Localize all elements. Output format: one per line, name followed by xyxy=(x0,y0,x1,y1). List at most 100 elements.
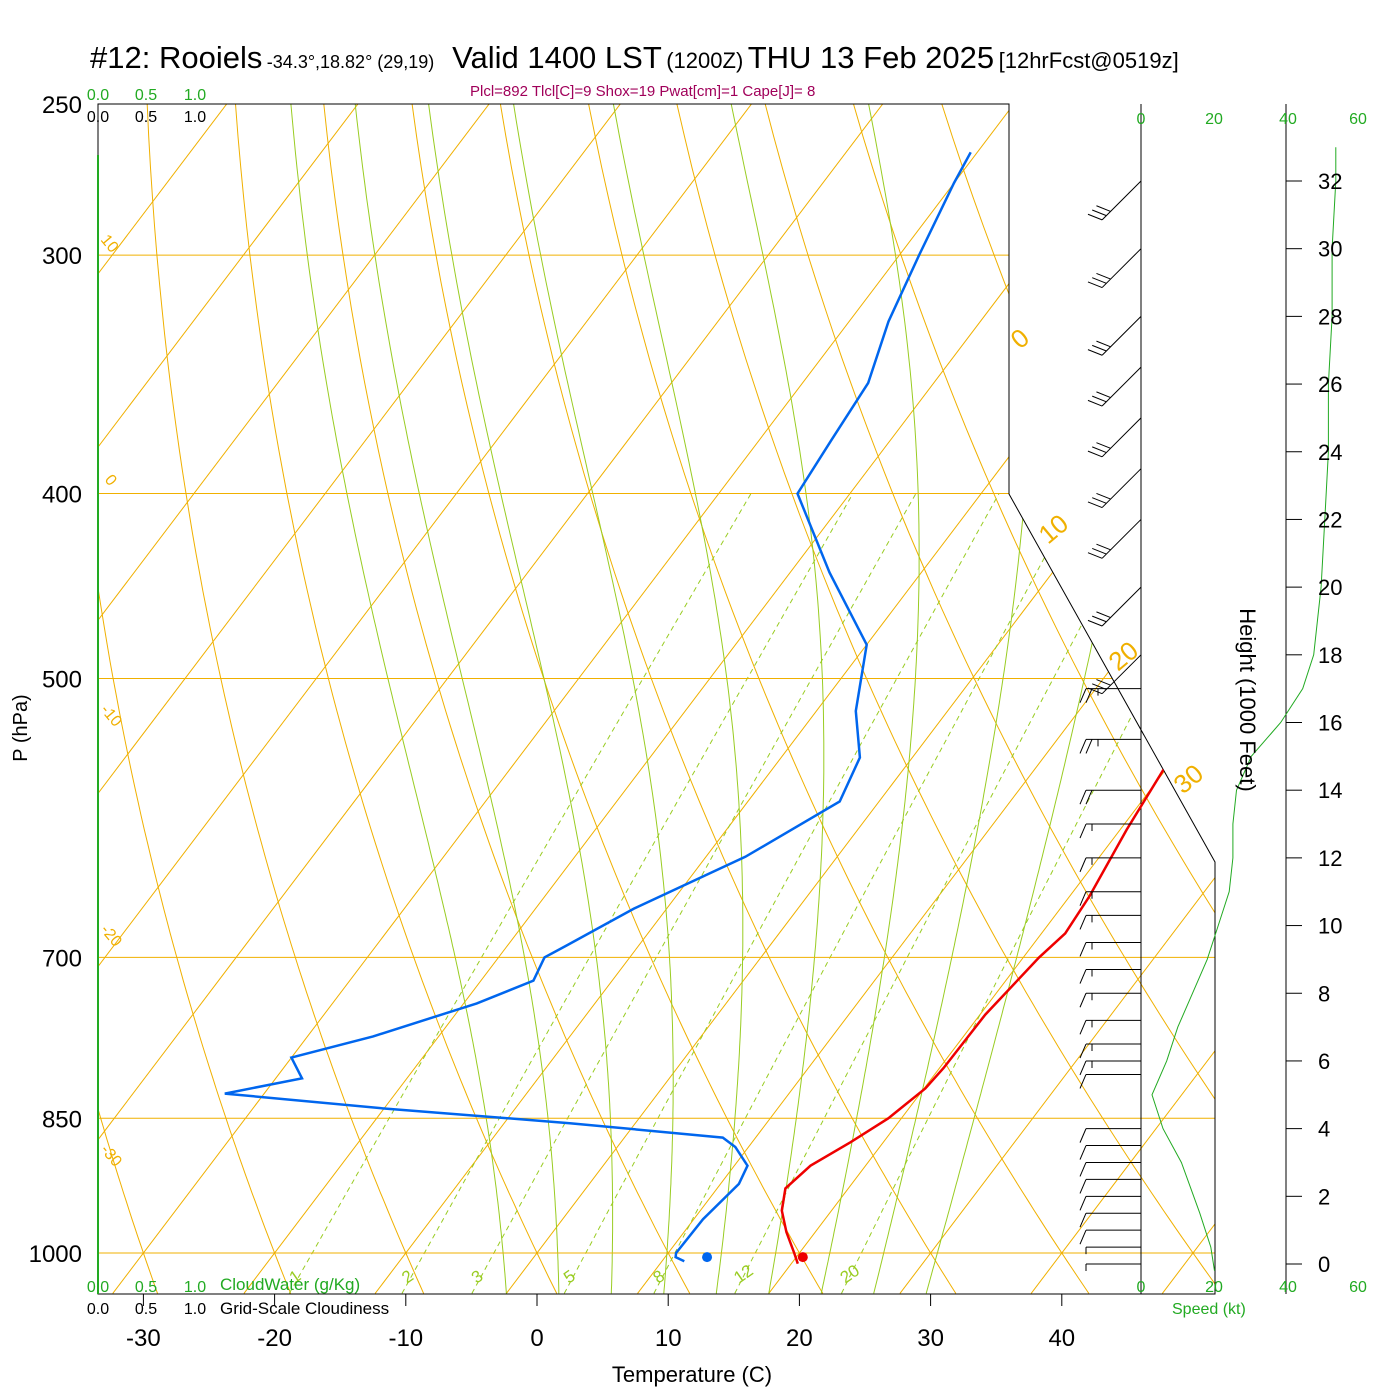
height-tick-label: 14 xyxy=(1318,778,1342,803)
wind-barb xyxy=(1079,1073,1141,1089)
isotherm-line xyxy=(505,104,1215,1294)
dry-adiabat-line xyxy=(834,104,1215,1294)
wind-barb-feather xyxy=(1079,739,1087,754)
height-tick-label: 12 xyxy=(1318,846,1342,871)
pressure-tick-label: 1000 xyxy=(29,1241,82,1268)
isotherm-line xyxy=(112,104,1067,1294)
isotherm-line xyxy=(768,104,1215,1294)
height-tick-label: 0 xyxy=(1318,1252,1330,1277)
mixing-ratio-line xyxy=(734,493,1152,1294)
wind-barb xyxy=(1079,1043,1141,1059)
wind-barb-feather xyxy=(1092,446,1107,454)
mixing-ratio-line xyxy=(563,493,1000,1294)
height-tick-label: 30 xyxy=(1318,237,1342,262)
wind-barb-staff xyxy=(1101,519,1142,559)
moist-adiabat-line xyxy=(716,104,825,1294)
sounding-stats: Plcl=892 Tlcl[C]=9 Shox=19 Pwat[cm]=1 Ca… xyxy=(470,83,816,100)
wind-barb-feather xyxy=(1087,501,1103,509)
wind-barb-staff xyxy=(1101,468,1142,508)
speed-tick-label-bottom: 20 xyxy=(1205,1279,1223,1296)
cloudiness-tick-top: 0.5 xyxy=(135,109,157,126)
isotherm-line xyxy=(98,104,805,1294)
wind-barb-feather xyxy=(1092,395,1107,403)
forecast-info: [12hrFcst@0519z] xyxy=(998,48,1179,73)
moist-adiabat-line xyxy=(820,104,920,1294)
pressure-tick-label: 700 xyxy=(42,945,82,972)
cloudiness-tick-bottom: 0.5 xyxy=(135,1301,157,1318)
mixing-ratio-line xyxy=(288,493,752,1294)
chart-title: #12: Rooiels -34.3°,18.82° (29,19) Valid… xyxy=(90,40,1179,76)
wind-barb xyxy=(1079,1161,1141,1177)
isotherm-label: -20 xyxy=(97,922,125,951)
isotherm-line xyxy=(1030,104,1215,1294)
wind-barb-feather xyxy=(1092,277,1107,284)
wind-barb xyxy=(1079,992,1141,1008)
isotherm-line xyxy=(374,104,1215,1294)
wind-barb-feather xyxy=(1079,891,1087,906)
wind-barb xyxy=(1079,1229,1141,1245)
wind-barb xyxy=(1087,316,1142,356)
moist-adiabat-line xyxy=(348,104,560,1294)
moist-adiabat-line xyxy=(502,104,674,1294)
wind-barb-feather xyxy=(1085,688,1093,703)
cloudwater-tick-bottom: 0.0 xyxy=(87,1279,109,1296)
x-axis-label: Temperature (C) xyxy=(612,1362,772,1387)
wind-speed-profile xyxy=(1151,147,1337,1271)
wind-barb xyxy=(1079,688,1141,703)
wind-barb-feather xyxy=(1079,1060,1087,1076)
wind-barb xyxy=(1087,519,1142,559)
temperature-tick-label: 20 xyxy=(786,1325,813,1352)
isotherm-line xyxy=(1161,104,1215,1294)
wind-barb xyxy=(1079,1178,1141,1194)
cloudiness-label: Grid-Scale Cloudiness xyxy=(220,1299,389,1318)
wind-barb xyxy=(1079,1195,1141,1211)
mixing-ratio-label: 12 xyxy=(730,1261,756,1287)
dry-adiabat-line xyxy=(230,104,558,1294)
wind-barb xyxy=(1087,468,1142,509)
speed-tick-label-top: 0 xyxy=(1137,111,1146,128)
speed-tick-label-bottom: 60 xyxy=(1349,1279,1367,1296)
moist-adiabat-line xyxy=(419,104,614,1294)
wind-barb-feather xyxy=(1092,615,1107,623)
height-tick-label: 26 xyxy=(1318,372,1342,397)
wind-barb-feather xyxy=(1079,1229,1087,1245)
dry-adiabat-line xyxy=(98,104,158,1294)
plot-frame xyxy=(97,103,1216,1295)
wind-barb-staff xyxy=(1101,366,1142,407)
dewpoint-profile xyxy=(224,151,972,1263)
isotherm-line xyxy=(98,104,674,1294)
pressure-tick-label: 500 xyxy=(42,667,82,694)
temperature-tick-label: 0 xyxy=(530,1325,543,1352)
dry-adiabat-line xyxy=(489,104,957,1294)
cloudiness-tick-bottom: 1.0 xyxy=(184,1301,206,1318)
pressure-tick-label: 850 xyxy=(42,1106,82,1133)
dry-adiabat-line xyxy=(98,104,292,1294)
wind-barb xyxy=(1079,823,1141,839)
cloudwater-label: CloudWater (g/Kg) xyxy=(220,1275,360,1294)
isotherm-label: 10 xyxy=(97,232,122,257)
height-tick-label: 2 xyxy=(1318,1184,1330,1209)
mixing-ratio-line xyxy=(471,493,917,1294)
dry-adiabat-line xyxy=(1178,104,1215,1294)
height-tick-label: 10 xyxy=(1318,914,1342,939)
height-tick-label: 22 xyxy=(1318,507,1342,532)
wind-barb-feather xyxy=(1087,399,1103,407)
wind-barb-feather xyxy=(1096,272,1111,280)
wind-barb-feather xyxy=(1087,619,1103,627)
temperature-tick-label: 10 xyxy=(655,1325,682,1352)
wind-barb-feather xyxy=(1092,547,1107,555)
dry-adiabat-line xyxy=(661,104,1215,1294)
wind-barb xyxy=(1079,1060,1141,1076)
height-tick-label: 18 xyxy=(1318,643,1342,668)
cloudwater-tick-top: 1.0 xyxy=(184,87,206,104)
cloudiness-tick-top: 1.0 xyxy=(184,109,206,126)
pressure-tick-label: 250 xyxy=(42,92,82,119)
height-axis-label: Height (1000 Feet) xyxy=(1235,608,1260,791)
wind-barb-staff xyxy=(1101,248,1142,288)
wind-barb-feather xyxy=(1085,739,1093,754)
cloudwater-tick-bottom: 1.0 xyxy=(184,1279,206,1296)
temperature-tick-label: -30 xyxy=(126,1325,161,1352)
mixing-ratio-label: 3 xyxy=(468,1266,487,1287)
wind-barb-feather xyxy=(1096,543,1111,551)
height-tick-label: 4 xyxy=(1318,1117,1330,1142)
